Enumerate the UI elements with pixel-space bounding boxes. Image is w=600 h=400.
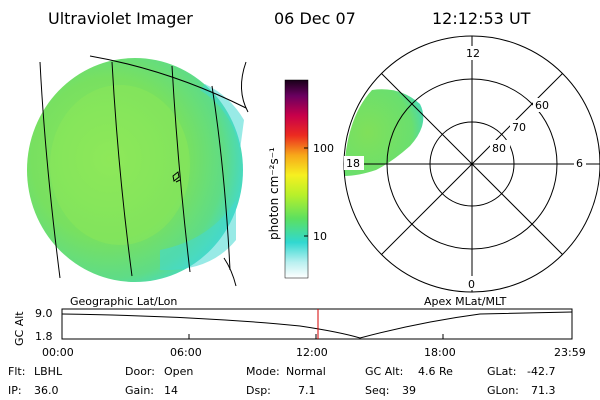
right-panel-caption: Apex MLat/MLT — [424, 295, 507, 308]
colorbar-tick-10: 10 — [313, 230, 327, 243]
status-door-label: Door: — [125, 365, 155, 378]
left-panel-caption: Geographic Lat/Lon — [70, 295, 177, 308]
status-glat-label: GLat: — [487, 365, 516, 378]
status-panel: Flt: LBHL Door: Open Mode: Normal GC Alt… — [8, 365, 556, 397]
status-mode-label: Mode: — [246, 365, 280, 378]
status-door-value: Open — [164, 365, 193, 378]
lat-label-80: 80 — [492, 142, 506, 155]
status-seq-value: 39 — [402, 384, 416, 397]
status-gcalt-value: 4.6 Re — [418, 365, 453, 378]
header-title: Ultraviolet Imager — [48, 9, 193, 28]
colorbar-unit-label: photon cm⁻²s⁻¹ — [267, 147, 281, 240]
geo-grid — [39, 55, 249, 287]
altitude-ytick-high: 9.0 — [35, 307, 53, 320]
mlt-label-12: 12 — [466, 47, 480, 60]
status-glon-label: GLon: — [487, 384, 519, 397]
status-dsp-label: Dsp: — [246, 384, 271, 397]
status-gain-value: 14 — [164, 384, 178, 397]
altitude-ytick-low: 1.8 — [35, 330, 53, 343]
auroral-oval — [344, 89, 424, 176]
altitude-xtick-0600: 06:00 — [170, 346, 202, 359]
status-mode-value: Normal — [286, 365, 326, 378]
altitude-plot-frame — [61, 308, 573, 340]
earth-disk — [27, 58, 243, 282]
altitude-xtick-1200: 12:00 — [296, 346, 328, 359]
altitude-xtick-0000: 00:00 — [42, 346, 74, 359]
status-flt-value: LBHL — [34, 365, 63, 378]
mlt-label-18: 18 — [346, 157, 360, 170]
header-date: 06 Dec 07 — [274, 9, 356, 28]
geographic-image — [27, 55, 249, 287]
altitude-curve — [61, 311, 573, 339]
altitude-xtick-2359: 23:59 — [554, 346, 586, 359]
status-gain-label: Gain: — [125, 384, 154, 397]
status-seq-label: Seq: — [365, 384, 389, 397]
status-glat-value: -42.7 — [527, 365, 555, 378]
altitude-ylabel: GC Alt — [13, 311, 26, 346]
altitude-plot: GC Alt 9.0 1.8 00:00 06:00 12:00 18:00 2… — [13, 307, 586, 359]
colorbar: 100 10 photon cm⁻²s⁻¹ — [267, 79, 334, 279]
terminator-marker — [172, 171, 181, 183]
colorbar-tick-100: 100 — [313, 142, 334, 155]
header-time: 12:12:53 UT — [432, 9, 531, 28]
mlt-label-6: 6 — [576, 157, 583, 170]
status-dsp-value: 7.1 — [298, 384, 316, 397]
status-ip-label: IP: — [8, 384, 22, 397]
status-glon-value: 71.3 — [531, 384, 556, 397]
colorbar-scale — [284, 79, 309, 279]
lat-label-60: 60 — [535, 99, 549, 112]
mlt-label-0: 0 — [468, 278, 475, 291]
altitude-xtick-1800: 18:00 — [424, 346, 456, 359]
status-gcalt-label: GC Alt: — [365, 365, 403, 378]
status-flt-label: Flt: — [8, 365, 25, 378]
lat-label-70: 70 — [512, 121, 526, 134]
polar-plot: 12 18 6 0 60 70 80 — [343, 35, 600, 293]
status-ip-value: 36.0 — [34, 384, 59, 397]
